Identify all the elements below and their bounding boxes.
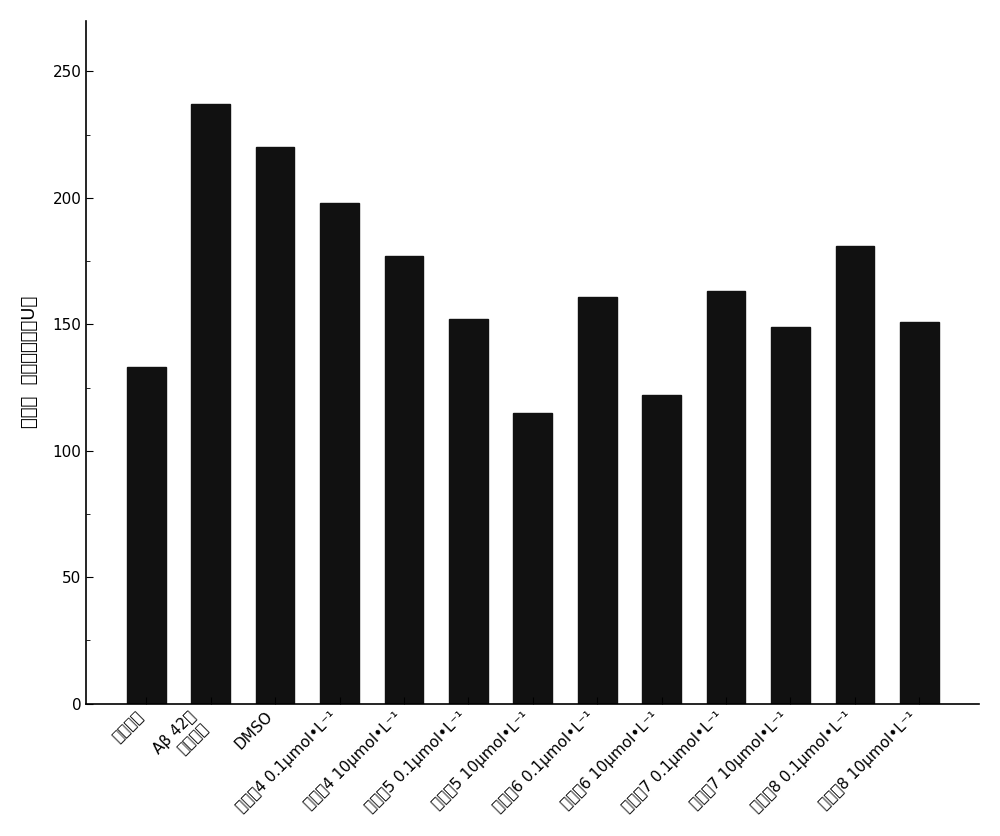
Bar: [771, 327, 810, 704]
Bar: [449, 319, 488, 704]
Bar: [191, 104, 230, 704]
Bar: [320, 203, 359, 704]
Bar: [578, 297, 617, 704]
Bar: [900, 322, 939, 704]
Bar: [256, 147, 294, 704]
Bar: [642, 395, 681, 704]
Y-axis label: 乙酰胆  碱酯酶活力（U）: 乙酰胆 碱酯酶活力（U）: [21, 296, 39, 428]
Bar: [513, 413, 552, 704]
Bar: [836, 246, 874, 704]
Bar: [707, 292, 745, 704]
Bar: [385, 256, 423, 704]
Bar: [127, 367, 166, 704]
